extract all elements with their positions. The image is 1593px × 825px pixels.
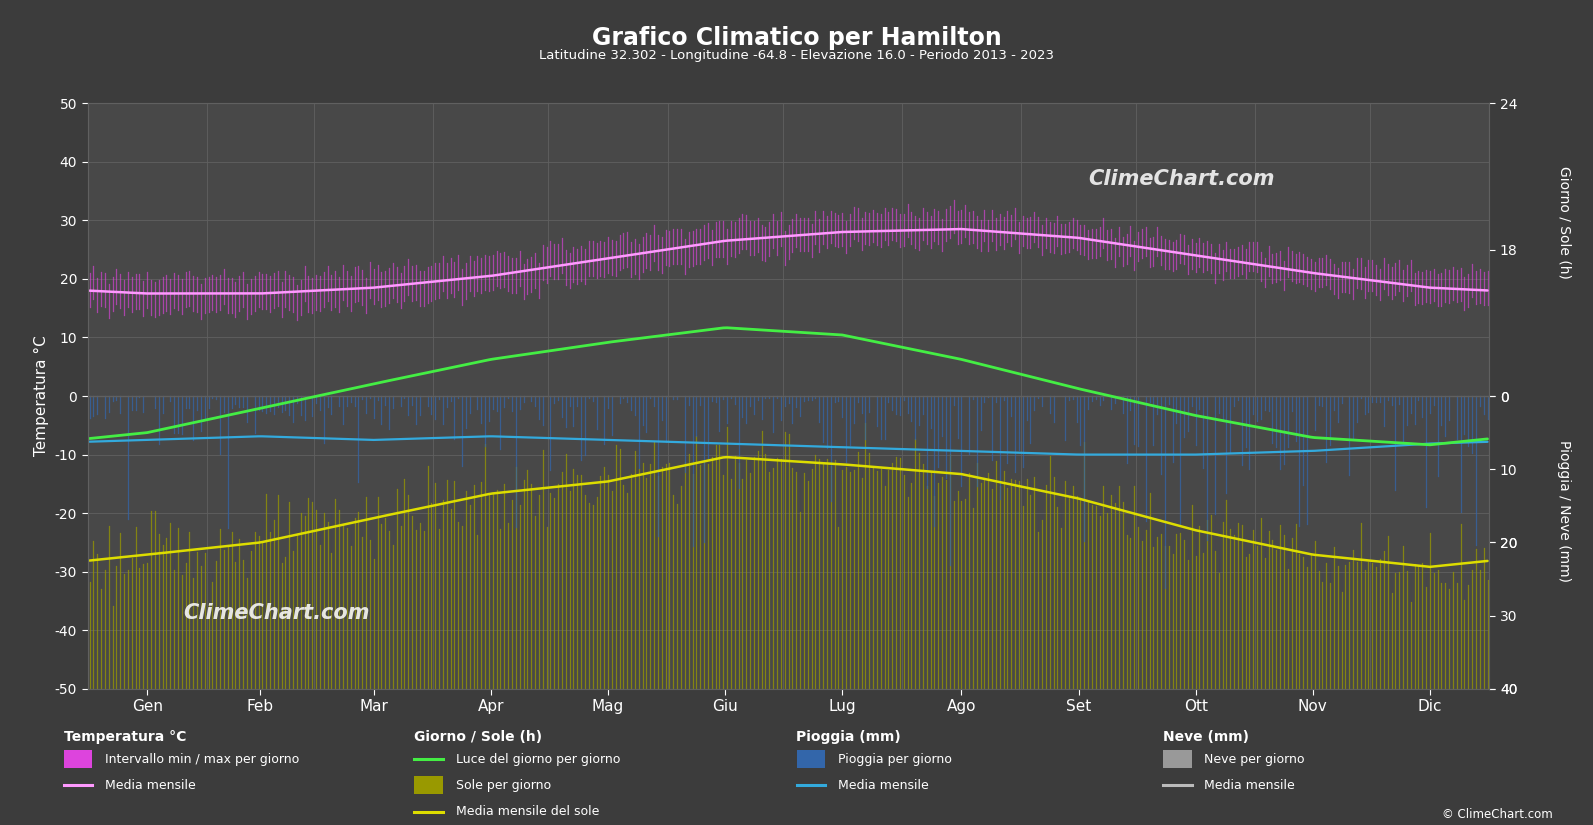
- Text: Pioggia / Neve (mm): Pioggia / Neve (mm): [1558, 441, 1571, 582]
- Text: Luce del giorno per giorno: Luce del giorno per giorno: [456, 752, 620, 766]
- Y-axis label: Temperatura °C: Temperatura °C: [33, 336, 49, 456]
- Text: Neve (mm): Neve (mm): [1163, 730, 1249, 744]
- Text: © ClimeChart.com: © ClimeChart.com: [1442, 808, 1553, 821]
- Text: ClimeChart.com: ClimeChart.com: [1088, 169, 1274, 189]
- Text: Giorno / Sole (h): Giorno / Sole (h): [414, 730, 542, 744]
- Text: Media mensile: Media mensile: [105, 779, 196, 792]
- Text: Intervallo min / max per giorno: Intervallo min / max per giorno: [105, 752, 299, 766]
- Text: Neve per giorno: Neve per giorno: [1204, 752, 1305, 766]
- Text: Sole per giorno: Sole per giorno: [456, 779, 551, 792]
- Text: Latitudine 32.302 - Longitudine -64.8 - Elevazione 16.0 - Periodo 2013 - 2023: Latitudine 32.302 - Longitudine -64.8 - …: [538, 50, 1055, 63]
- Text: Pioggia (mm): Pioggia (mm): [796, 730, 902, 744]
- Text: Media mensile: Media mensile: [838, 779, 929, 792]
- Text: Media mensile del sole: Media mensile del sole: [456, 805, 599, 818]
- Text: ClimeChart.com: ClimeChart.com: [183, 603, 370, 623]
- Text: Pioggia per giorno: Pioggia per giorno: [838, 752, 951, 766]
- Text: Grafico Climatico per Hamilton: Grafico Climatico per Hamilton: [591, 26, 1002, 50]
- Text: Giorno / Sole (h): Giorno / Sole (h): [1558, 167, 1571, 279]
- Text: Temperatura °C: Temperatura °C: [64, 730, 186, 744]
- Text: Media mensile: Media mensile: [1204, 779, 1295, 792]
